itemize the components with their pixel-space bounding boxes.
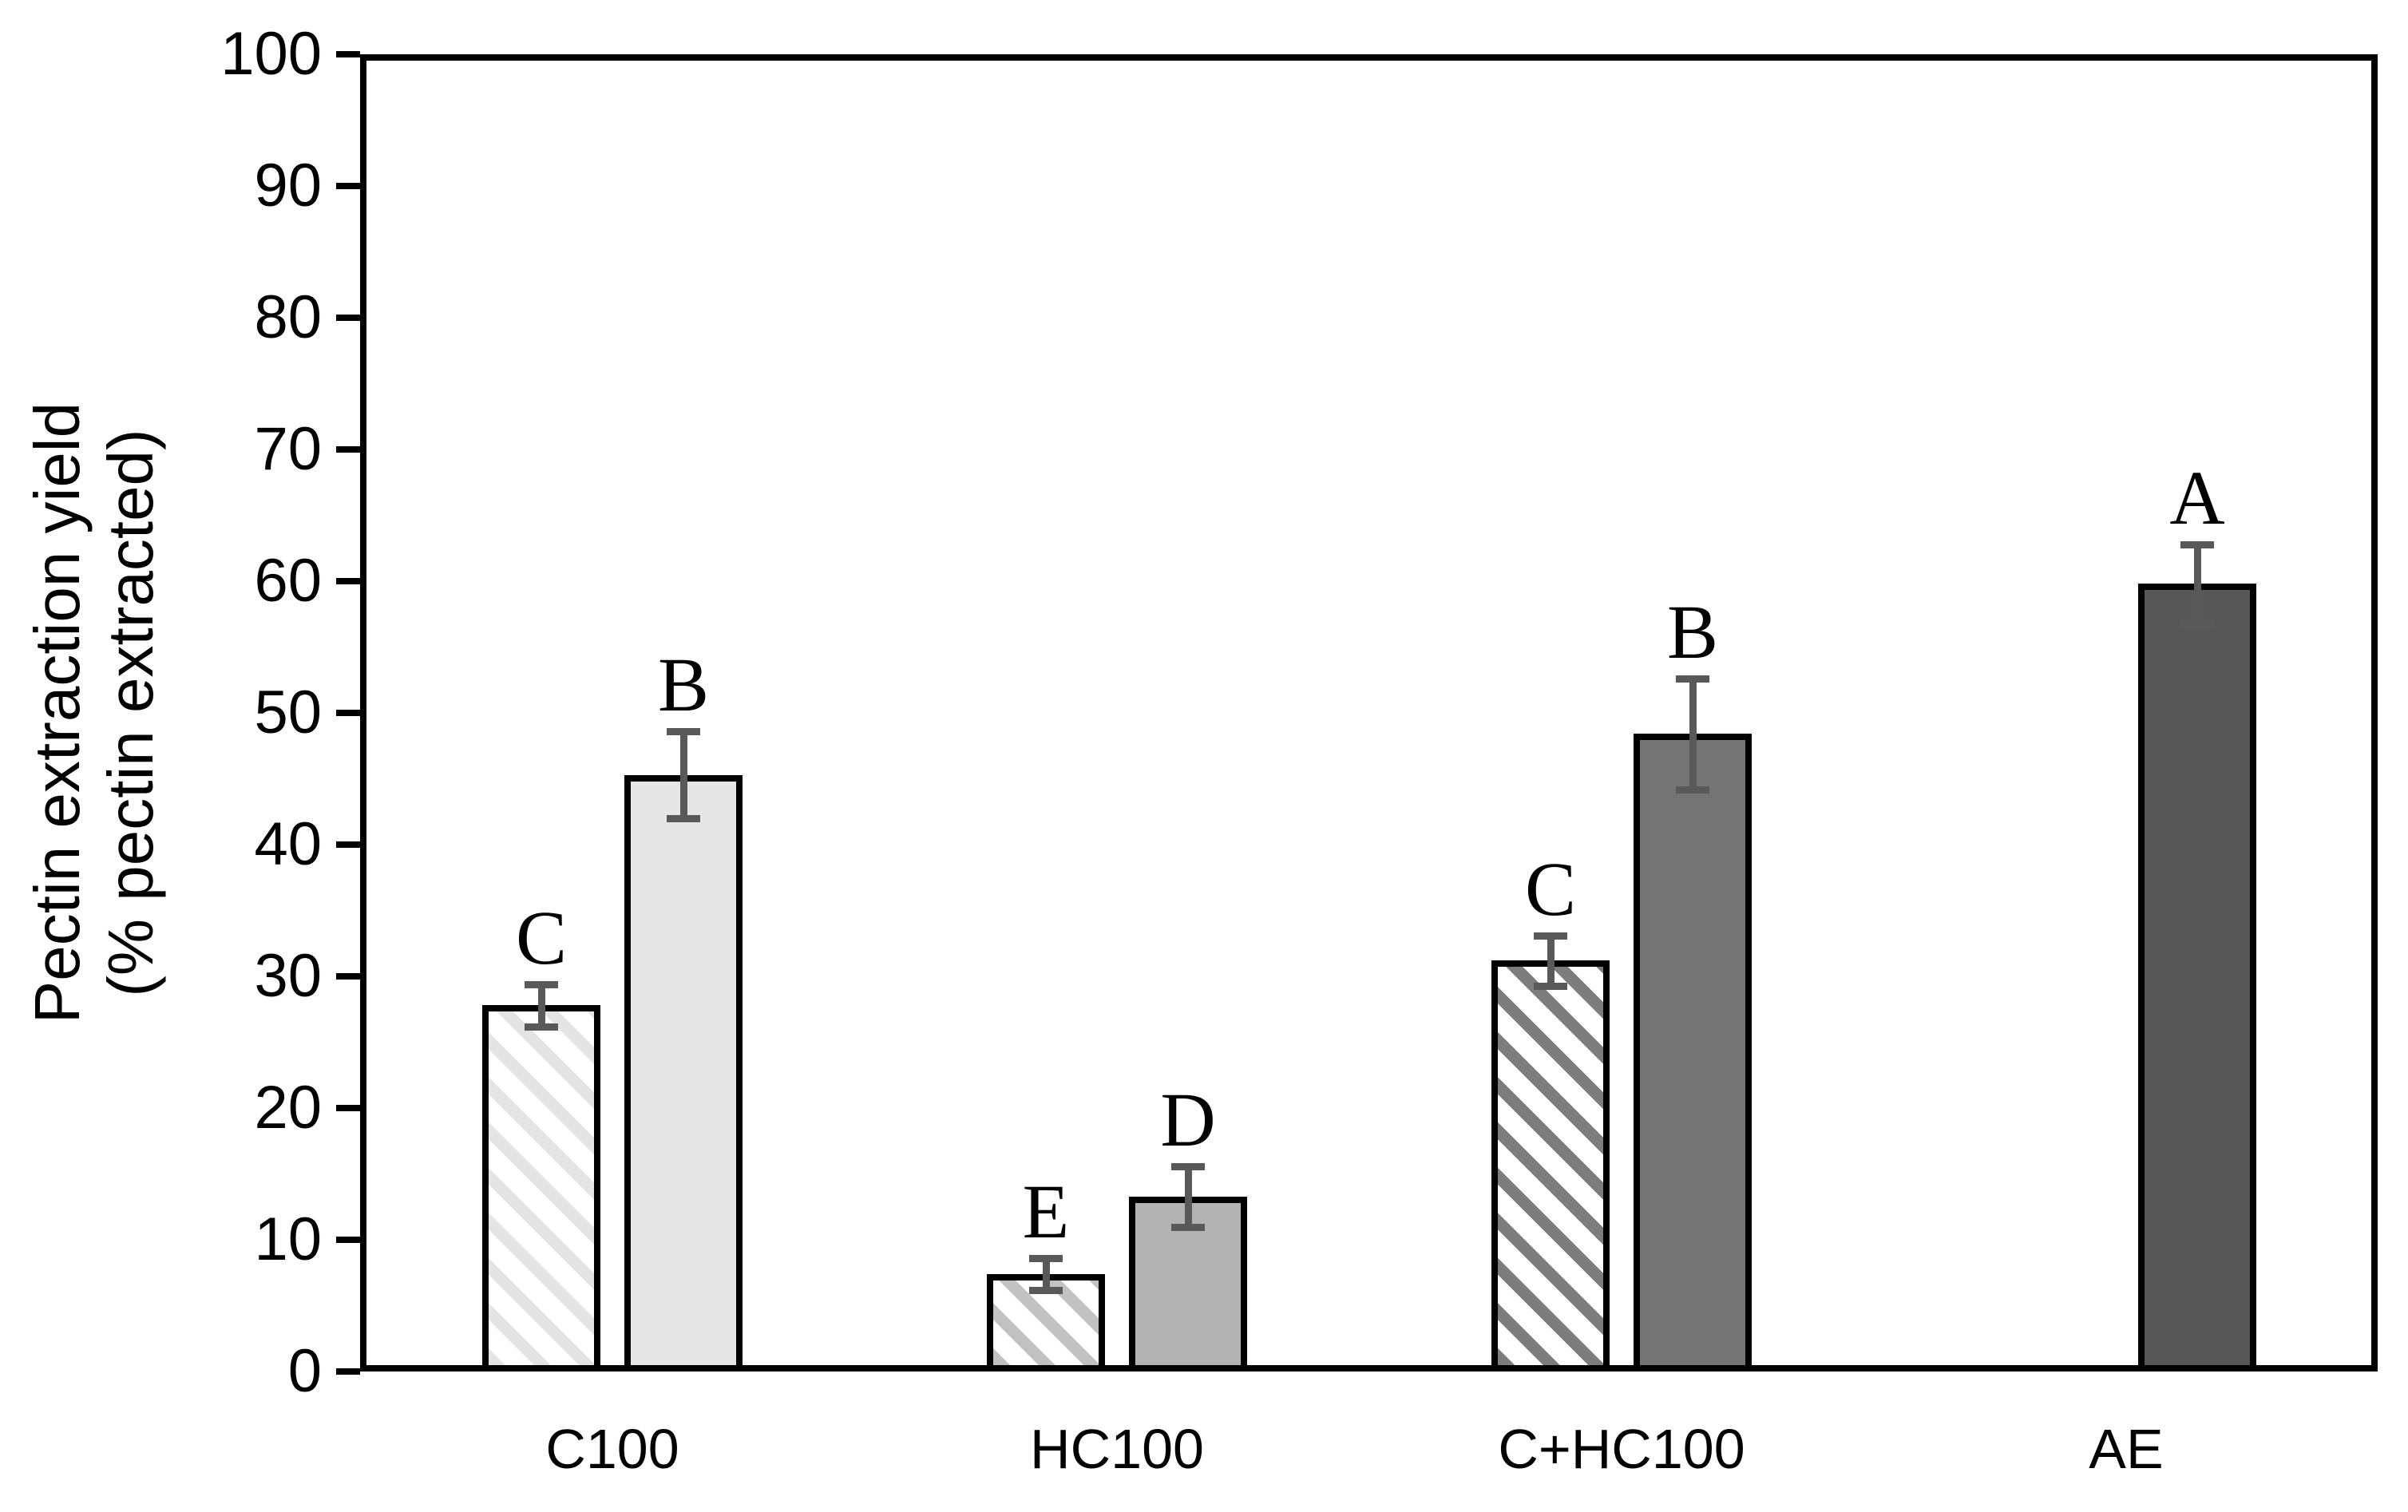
bar <box>624 774 743 1371</box>
error-bar-line <box>1689 679 1697 790</box>
bar <box>1634 734 1752 1371</box>
significance-letter: B <box>657 642 710 728</box>
x-category-label: C+HC100 <box>1498 1418 1745 1480</box>
error-bar-cap <box>1676 675 1709 683</box>
y-tick-label: 100 <box>220 20 322 88</box>
error-bar-line <box>2194 544 2201 623</box>
y-tick <box>336 1368 360 1375</box>
y-tick-label: 90 <box>254 152 322 220</box>
y-tick-label: 0 <box>287 1337 322 1405</box>
y-tick-label: 20 <box>254 1074 322 1142</box>
x-category-label: HC100 <box>1030 1418 1204 1480</box>
error-bar-cap <box>1029 1255 1063 1263</box>
y-tick <box>336 578 360 584</box>
y-tick-label: 50 <box>254 679 322 746</box>
bar <box>2138 584 2256 1371</box>
y-axis-title: Pectin extraction yield (% pectin extrac… <box>21 402 168 1023</box>
error-bar-cap <box>2180 540 2214 548</box>
error-bar-line <box>1043 1258 1050 1290</box>
error-bar-cap <box>1171 1223 1205 1231</box>
bar <box>482 1005 600 1371</box>
y-tick <box>336 51 360 57</box>
error-bar-cap <box>2180 619 2214 627</box>
y-tick-label: 40 <box>254 810 322 878</box>
error-bar-cap <box>1171 1162 1205 1170</box>
y-tick-label: 70 <box>254 415 322 483</box>
y-tick <box>336 446 360 453</box>
error-bar-cap <box>1029 1286 1063 1294</box>
x-category-label: AE <box>2089 1418 2164 1480</box>
y-tick-label: 80 <box>254 283 322 351</box>
bar <box>1491 960 1610 1371</box>
error-bar-cap <box>525 1023 558 1031</box>
error-bar-cap <box>1676 786 1709 794</box>
significance-letter: B <box>1666 589 1719 675</box>
significance-letter: C <box>1524 845 1577 932</box>
y-axis-title-line2: (% pectin extracted) <box>95 429 166 997</box>
y-tick-label: 10 <box>254 1205 322 1273</box>
error-bar-cap <box>667 728 700 736</box>
significance-letter: D <box>1160 1076 1216 1162</box>
error-bar-cap <box>667 815 700 822</box>
error-bar-cap <box>1534 932 1567 940</box>
y-tick <box>336 183 360 189</box>
error-bar-line <box>680 731 687 818</box>
y-tick-label: 60 <box>254 547 322 615</box>
significance-letter: A <box>2169 454 2225 540</box>
y-tick <box>336 710 360 716</box>
y-tick-label: 30 <box>254 942 322 1010</box>
y-tick <box>336 1105 360 1111</box>
y-tick <box>336 1237 360 1243</box>
error-bar-cap <box>525 980 558 988</box>
error-bar-line <box>538 984 545 1027</box>
y-axis-title-line1: Pectin extraction yield <box>22 402 93 1024</box>
error-bar-line <box>1547 935 1555 986</box>
y-tick <box>336 315 360 321</box>
error-bar-line <box>1185 1166 1192 1227</box>
error-bar-cap <box>1534 982 1567 990</box>
significance-letter: E <box>1022 1169 1070 1255</box>
significance-letter: C <box>515 894 568 980</box>
plot-area-frame <box>360 54 2378 1371</box>
y-tick <box>336 841 360 848</box>
x-category-label: C100 <box>545 1418 679 1480</box>
y-tick <box>336 973 360 980</box>
